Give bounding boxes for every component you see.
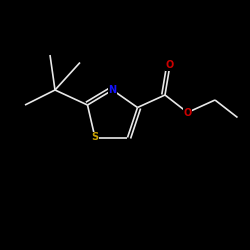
Text: S: S xyxy=(92,132,98,142)
Text: O: O xyxy=(166,60,174,70)
Text: O: O xyxy=(184,108,192,118)
Text: N: N xyxy=(108,85,116,95)
